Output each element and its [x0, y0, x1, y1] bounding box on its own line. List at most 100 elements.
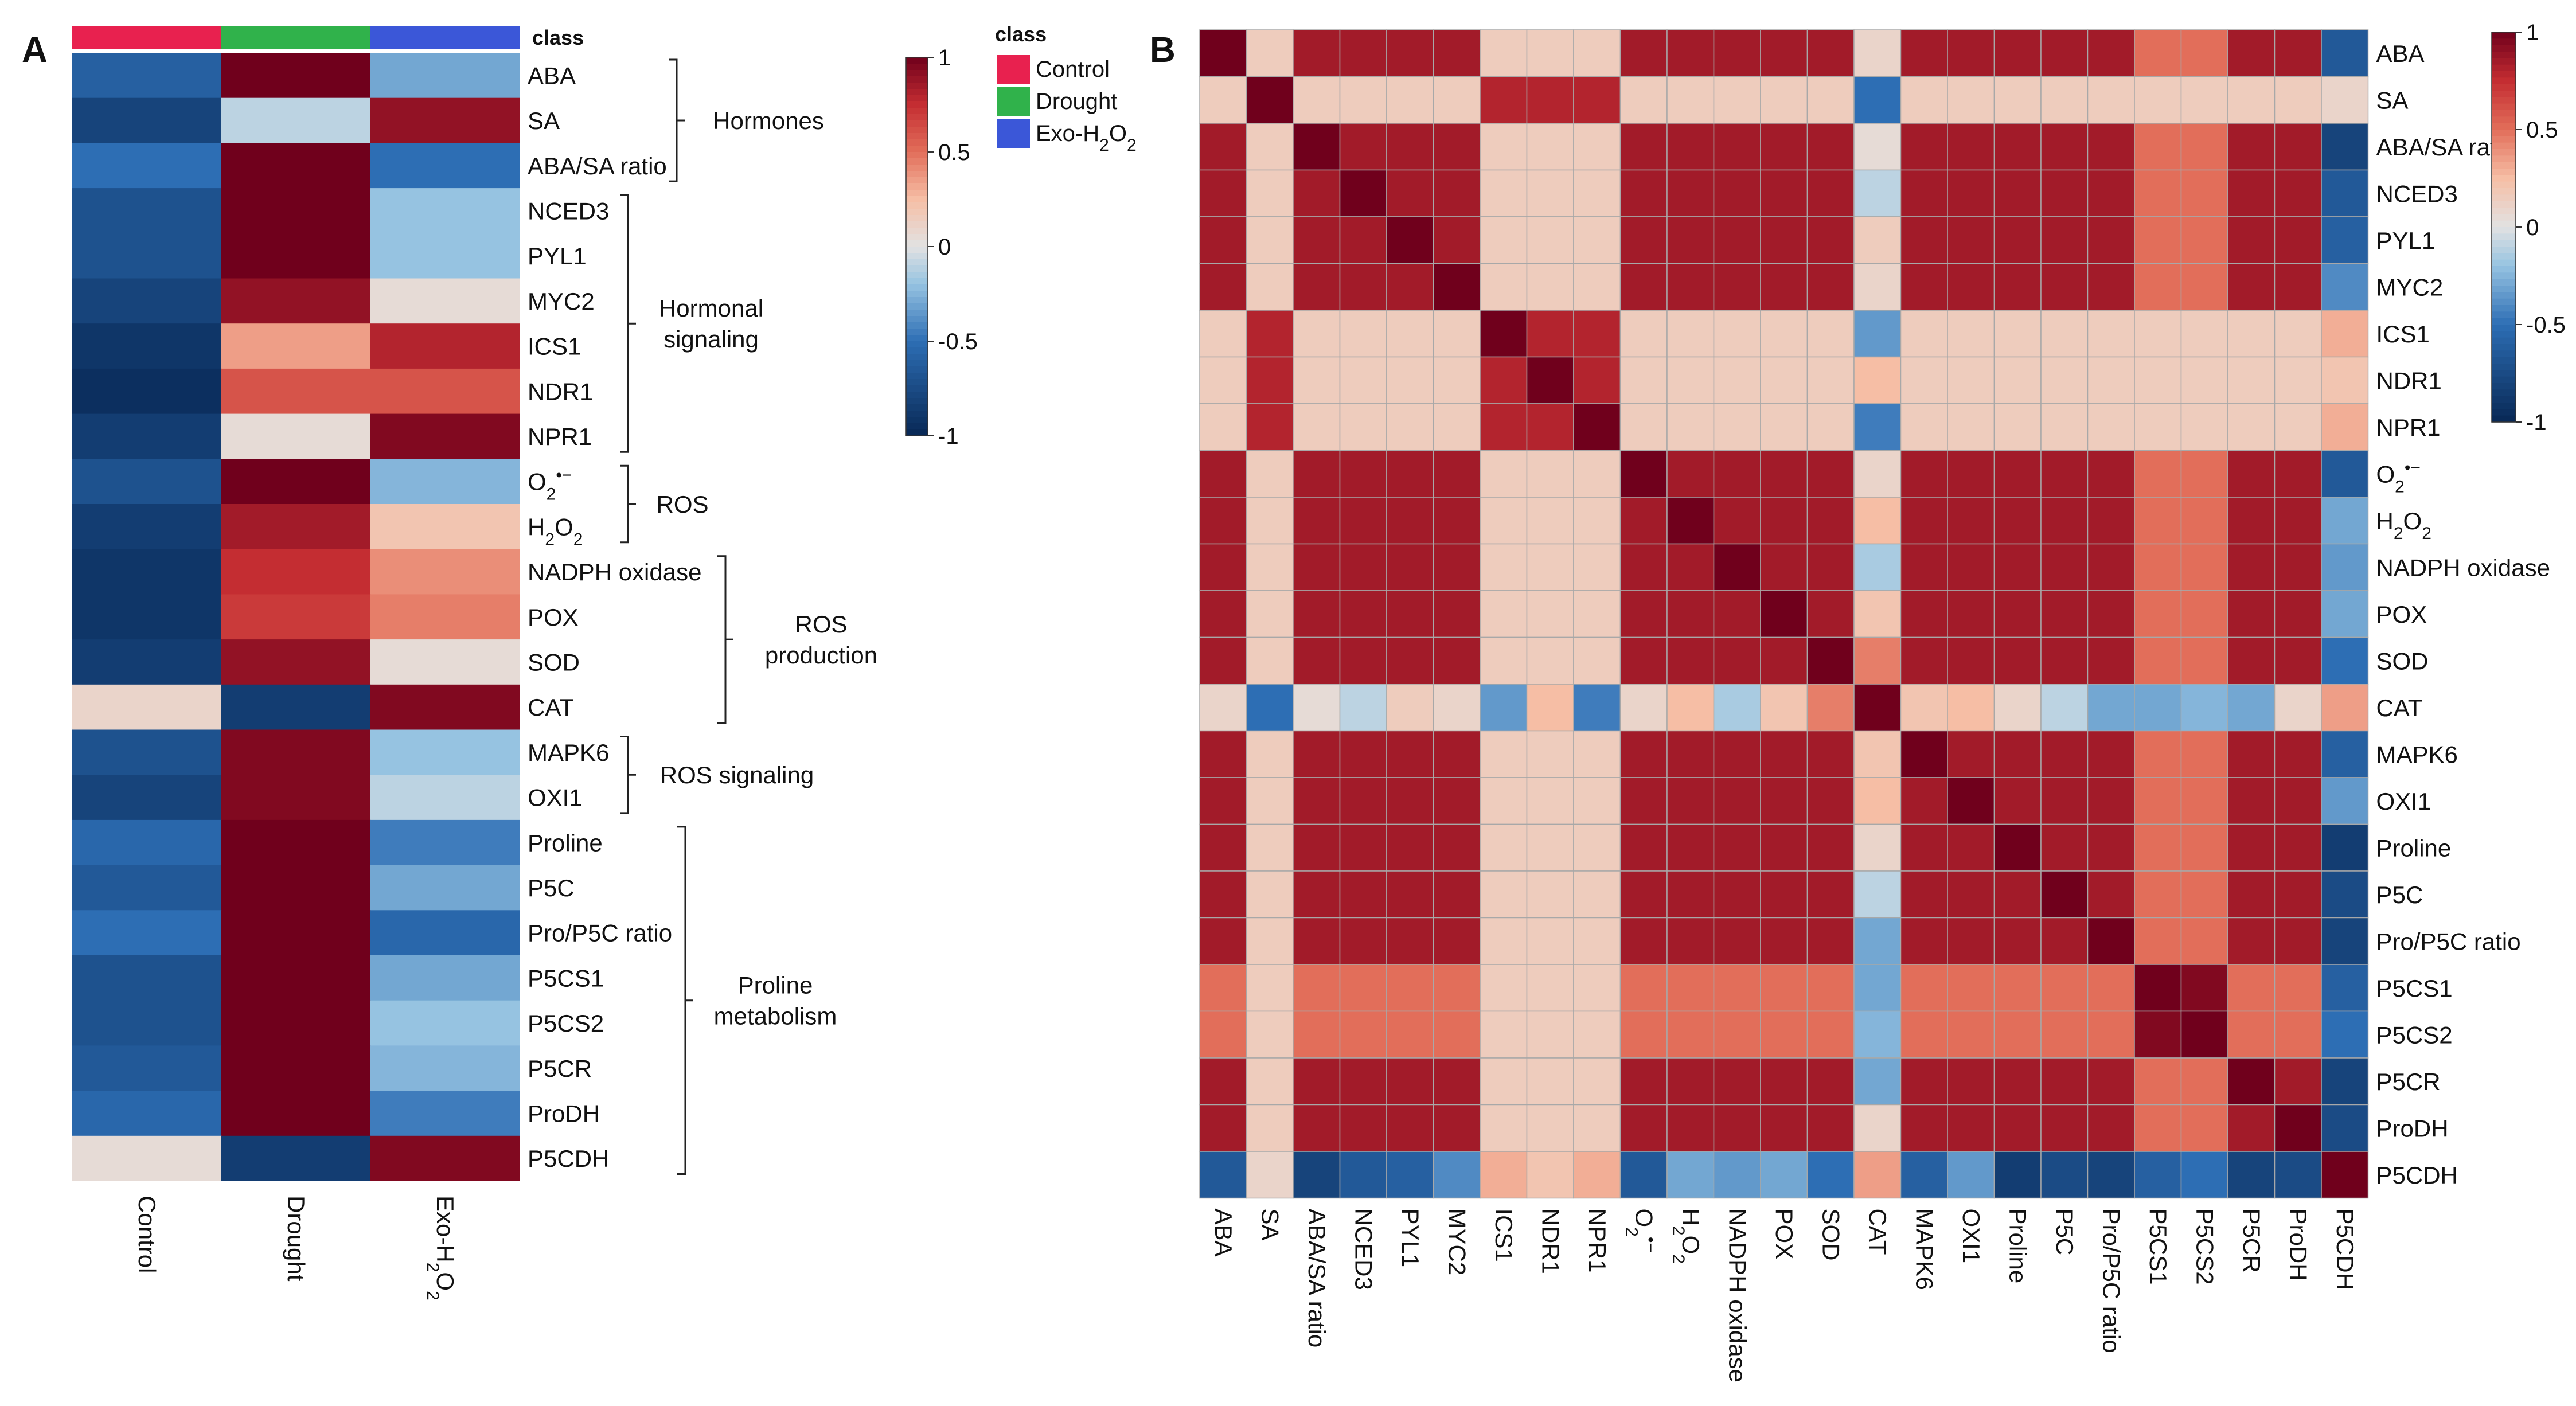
- cell-b-p5cr-h2o2: [1666, 1057, 1715, 1106]
- cell-b-prodh-pox: [1760, 1104, 1808, 1152]
- cell-b-p5c-sa: [1246, 870, 1294, 919]
- cell-b-o2-mapk6: [1900, 450, 1948, 498]
- colorbar-b-gradient-step: [2492, 364, 2516, 370]
- col-label-b-o2: O2•−: [1622, 1209, 1660, 1253]
- cell-b-p5cdh-h2o2: [1666, 1151, 1715, 1199]
- cell-b-prodh-proline: [1993, 1104, 2042, 1152]
- colorbar-a-gradient-step: [906, 70, 928, 77]
- cell-b-nced3-oxi1: [1947, 169, 1995, 217]
- col-label-b-pox: POX: [1771, 1209, 1798, 1260]
- row-label-b-pro-p5c-ratio: Pro/P5C ratio: [2376, 928, 2521, 955]
- cell-b-aba-sa-ratio-pyl1: [1386, 123, 1434, 171]
- cell-b-p5cs1-ndr1: [1526, 964, 1574, 1012]
- cell-b-ndr1-sa: [1246, 356, 1294, 404]
- cell-b-oxi1-myc2: [1433, 777, 1481, 825]
- colorbar-b-gradient-step: [2492, 305, 2516, 312]
- colorbar-a-gradient-step: [906, 329, 928, 335]
- row-label-b-ics1: ICS1: [2376, 321, 2430, 347]
- cell-b-npr1-h2o2: [1666, 403, 1715, 451]
- cell-b-sod-cat: [1853, 636, 1902, 685]
- cell-b-oxi1-p5cs2: [2180, 777, 2228, 825]
- cell-a-nced3-exo-h2o2: [370, 188, 520, 234]
- colorbar-b-gradient-step: [2492, 91, 2516, 97]
- colorbar-a-gradient-step: [906, 95, 928, 102]
- cell-b-nced3-myc2: [1433, 169, 1481, 217]
- cell-b-p5cs2-p5cdh: [2321, 1010, 2369, 1059]
- legend-swatch-control: [997, 55, 1030, 84]
- cell-b-nadph-oxidase-sod: [1806, 543, 1855, 591]
- row-label-a-aba: ABA: [528, 62, 576, 89]
- colorbar-b-gradient-step: [2492, 357, 2516, 364]
- cell-a-p5c-drought: [221, 865, 371, 911]
- col-label-b-nced3: NCED3: [1350, 1209, 1377, 1290]
- cell-b-p5cs1-mapk6: [1900, 964, 1948, 1012]
- cell-b-pox-h2o2: [1666, 590, 1715, 638]
- cell-b-npr1-o2: [1619, 403, 1668, 451]
- cell-b-cat-sa: [1246, 684, 1294, 732]
- row-label-b-sod: SOD: [2376, 647, 2429, 674]
- cell-b-myc2-p5cs2: [2180, 263, 2228, 311]
- colorbar-a-tick-label: -1: [938, 424, 959, 449]
- cell-b-h2o2-aba: [1199, 497, 1247, 545]
- colorbar-b-gradient-step: [2492, 181, 2516, 189]
- cell-a-aba-control: [72, 53, 222, 99]
- colorbar-a-gradient-step: [906, 385, 928, 392]
- cell-a-p5c-exo-h2o2: [370, 865, 520, 911]
- cell-b-h2o2-pro-p5c-ratio: [2087, 497, 2135, 545]
- cell-a-p5cr-control: [72, 1045, 222, 1091]
- cell-b-p5cs2-aba-sa-ratio: [1293, 1010, 1341, 1059]
- cell-b-h2o2-p5cs1: [2134, 497, 2182, 545]
- cell-b-mapk6-p5cdh: [2321, 730, 2369, 778]
- cell-b-mapk6-pyl1: [1386, 730, 1434, 778]
- cell-a-oxi1-exo-h2o2: [370, 775, 520, 821]
- cell-b-pox-oxi1: [1947, 590, 1995, 638]
- col-label-b-p5c: P5C: [2051, 1209, 2078, 1256]
- cell-b-npr1-sa: [1246, 403, 1294, 451]
- group-bracket-ros-production: [717, 555, 733, 724]
- cell-b-aba-p5cs2: [2180, 29, 2228, 77]
- cell-b-mapk6-aba-sa-ratio: [1293, 730, 1341, 778]
- colorbar-b-gradient-step: [2492, 52, 2516, 58]
- cell-b-cat-p5cdh: [2321, 684, 2369, 732]
- cell-b-oxi1-h2o2: [1666, 777, 1715, 825]
- group-label-ros: ROS: [656, 491, 708, 518]
- cell-b-p5c-pyl1: [1386, 870, 1434, 919]
- row-label-a-p5cdh: P5CDH: [528, 1145, 609, 1172]
- colorbar-b-gradient-step: [2492, 123, 2516, 130]
- cell-b-proline-nced3: [1339, 823, 1387, 872]
- cell-b-aba-sa-ratio-proline: [1993, 123, 2042, 171]
- cell-b-npr1-aba: [1199, 403, 1247, 451]
- cell-b-p5cr-nced3: [1339, 1057, 1387, 1106]
- colorbar-b-gradient-step: [2492, 266, 2516, 273]
- cell-b-p5cs1-oxi1: [1947, 964, 1995, 1012]
- cell-b-p5c-myc2: [1433, 870, 1481, 919]
- cell-a-p5cs2-drought: [221, 1000, 371, 1046]
- cell-b-oxi1-aba-sa-ratio: [1293, 777, 1341, 825]
- cell-a-p5cdh-drought: [221, 1135, 371, 1181]
- cell-b-h2o2-p5cs2: [2180, 497, 2228, 545]
- cell-b-p5cs2-myc2: [1433, 1010, 1481, 1059]
- colorbar-b-gradient-step: [2492, 214, 2516, 221]
- cell-b-p5cdh-p5c: [2040, 1151, 2089, 1199]
- cell-b-sa-p5cs1: [2134, 76, 2182, 124]
- cell-b-prodh-sod: [1806, 1104, 1855, 1152]
- cell-b-nced3-pox: [1760, 169, 1808, 217]
- cell-b-mapk6-o2: [1619, 730, 1668, 778]
- cell-b-p5cdh-aba: [1199, 1151, 1247, 1199]
- cell-b-prodh-prodh: [2274, 1104, 2322, 1152]
- cell-b-p5c-ndr1: [1526, 870, 1574, 919]
- cell-b-p5cr-oxi1: [1947, 1057, 1995, 1106]
- colorbar-a-gradient-step: [906, 196, 928, 203]
- colorbar-b-gradient-step: [2492, 272, 2516, 280]
- cell-b-cat-cat: [1853, 684, 1902, 732]
- cell-b-sod-proline: [1993, 636, 2042, 685]
- cell-b-nced3-nced3: [1339, 169, 1387, 217]
- row-label-b-o2: O2•−: [2376, 458, 2421, 496]
- cell-b-o2-p5cdh: [2321, 450, 2369, 498]
- cell-a-p5cs1-exo-h2o2: [370, 955, 520, 1001]
- cell-b-ndr1-p5cs1: [2134, 356, 2182, 404]
- colorbar-b-gradient-step: [2492, 194, 2516, 202]
- colorbar-a-gradient-step: [906, 101, 928, 108]
- cell-b-p5cdh-pox: [1760, 1151, 1808, 1199]
- cell-b-ndr1-p5cdh: [2321, 356, 2369, 404]
